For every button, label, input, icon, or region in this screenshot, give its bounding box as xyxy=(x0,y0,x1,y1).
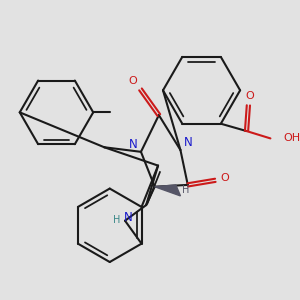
Text: N: N xyxy=(129,138,138,151)
Text: O: O xyxy=(220,173,229,184)
Text: OH: OH xyxy=(283,134,300,143)
Text: N: N xyxy=(183,136,192,149)
Text: O: O xyxy=(129,76,137,86)
Text: H: H xyxy=(182,185,190,195)
Text: H: H xyxy=(113,215,120,225)
Polygon shape xyxy=(155,185,180,196)
Text: O: O xyxy=(246,91,255,101)
Text: N: N xyxy=(123,211,132,224)
